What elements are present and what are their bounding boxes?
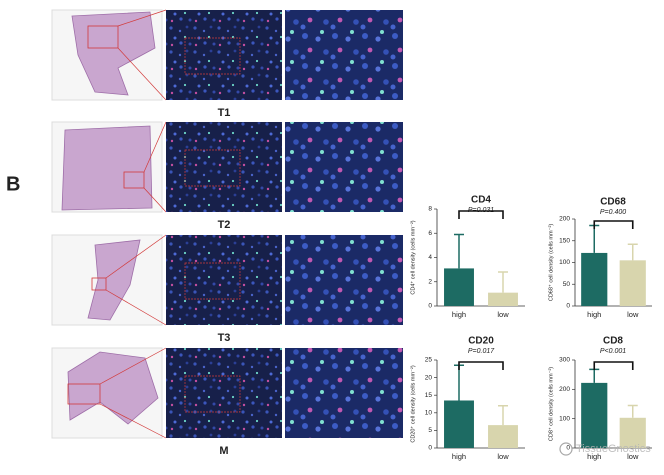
y-tick-label: 100 <box>559 415 570 422</box>
y-tick-label: 0 <box>428 303 432 310</box>
x-tick-label: low <box>497 452 509 461</box>
tissue-section <box>87 239 141 321</box>
y-tick-label: 5 <box>428 427 432 434</box>
bar <box>619 417 646 448</box>
y-tick-label: 6 <box>428 230 432 237</box>
zoom-box <box>184 375 241 413</box>
zoom-box <box>87 25 119 49</box>
zoom-line <box>105 289 167 326</box>
watermark-icon <box>559 442 573 456</box>
error-bar <box>589 224 600 253</box>
chart-title: CD68 <box>600 197 626 208</box>
row-label: M <box>219 445 228 457</box>
chart-title: CD4 <box>471 195 491 206</box>
x-tick-label: high <box>587 310 601 319</box>
row-label: T1 <box>218 107 231 119</box>
error-bar <box>627 243 638 261</box>
zoom-line <box>117 47 167 101</box>
y-tick-label: 100 <box>559 259 570 266</box>
fluorescence-zoom <box>285 10 403 100</box>
significance-bracket <box>593 361 634 370</box>
p-value: P=0.017 <box>468 348 495 355</box>
zoom-box <box>67 383 101 405</box>
zoom-line <box>99 403 167 439</box>
zoom-line <box>117 9 167 27</box>
fluorescence-zoom <box>285 235 403 325</box>
significance-bracket <box>458 361 504 370</box>
zoom-line <box>99 347 167 385</box>
image-rows: T1 T2 T3 M <box>51 9 403 457</box>
bar <box>581 382 608 448</box>
error-bar <box>454 233 464 269</box>
y-tick-label: 150 <box>559 237 570 244</box>
tissue-section <box>71 11 156 96</box>
row-label: T3 <box>218 332 231 344</box>
zoom-line <box>105 234 167 279</box>
y-tick-label: 10 <box>425 410 433 417</box>
y-tick-label: 0 <box>566 445 570 452</box>
zoom-box <box>123 171 145 189</box>
y-tick-label: 2 <box>428 278 432 285</box>
y-tick-label: 20 <box>425 374 433 381</box>
y-axis-label: CD4⁺ cell density (cells mm⁻²) <box>409 220 416 294</box>
fluorescence-zoom <box>285 348 403 438</box>
chart-title: CD20 <box>468 336 494 347</box>
bar <box>444 268 474 306</box>
bar <box>488 425 518 448</box>
y-tick-label: 300 <box>559 357 570 364</box>
significance-bracket <box>593 220 634 229</box>
y-tick-label: 0 <box>428 445 432 452</box>
x-tick-label: high <box>452 310 466 319</box>
y-tick-label: 15 <box>425 392 433 399</box>
p-value: P=0.400 <box>600 209 626 216</box>
bar <box>581 252 608 306</box>
y-tick-label: 25 <box>425 357 433 364</box>
watermark-text: TissueGnostics <box>576 443 651 455</box>
y-tick-label: 50 <box>563 281 571 288</box>
bar <box>444 400 474 448</box>
x-tick-label: high <box>452 452 466 461</box>
zoom-box <box>91 277 107 291</box>
x-tick-label: low <box>627 452 639 461</box>
fluorescence-image <box>166 348 282 438</box>
error-bar <box>498 405 508 426</box>
tissue-section <box>67 351 159 425</box>
error-bar <box>498 271 508 293</box>
bar <box>619 260 646 306</box>
y-axis-label: CD20⁺ cell density (cells mm⁻²) <box>409 365 416 442</box>
y-tick-label: 200 <box>559 386 570 393</box>
row-label: T2 <box>218 219 231 231</box>
panel-label: B <box>6 173 20 195</box>
y-axis-label: CD68⁺ cell density (cells mm⁻²) <box>547 224 554 301</box>
x-tick-label: high <box>587 452 601 461</box>
tissue-section <box>61 125 153 211</box>
y-tick-label: 4 <box>428 254 432 261</box>
watermark: TissueGnostics <box>559 442 651 456</box>
zoom-line <box>143 187 167 213</box>
fluorescence-image <box>166 235 282 325</box>
fluorescence-image <box>166 10 282 100</box>
error-bar <box>454 364 464 401</box>
y-tick-label: 200 <box>559 216 570 223</box>
y-tick-label: 0 <box>566 303 570 310</box>
x-tick-label: low <box>627 310 639 319</box>
chart-title: CD8 <box>603 336 623 347</box>
bar <box>488 292 518 306</box>
x-tick-label: low <box>497 310 509 319</box>
zoom-box <box>184 262 241 300</box>
zoom-box <box>184 37 241 75</box>
y-axis-label: CD8⁺ cell density (cells mm⁻²) <box>547 367 554 441</box>
y-tick-label: 8 <box>428 206 432 213</box>
error-bar <box>589 368 600 383</box>
significance-bracket <box>458 210 504 219</box>
zoom-line <box>143 121 167 173</box>
fluorescence-image <box>166 122 282 212</box>
zoom-box <box>184 149 241 187</box>
p-value: P<0.001 <box>600 348 626 355</box>
fluorescence-zoom <box>285 122 403 212</box>
error-bar <box>627 404 638 418</box>
